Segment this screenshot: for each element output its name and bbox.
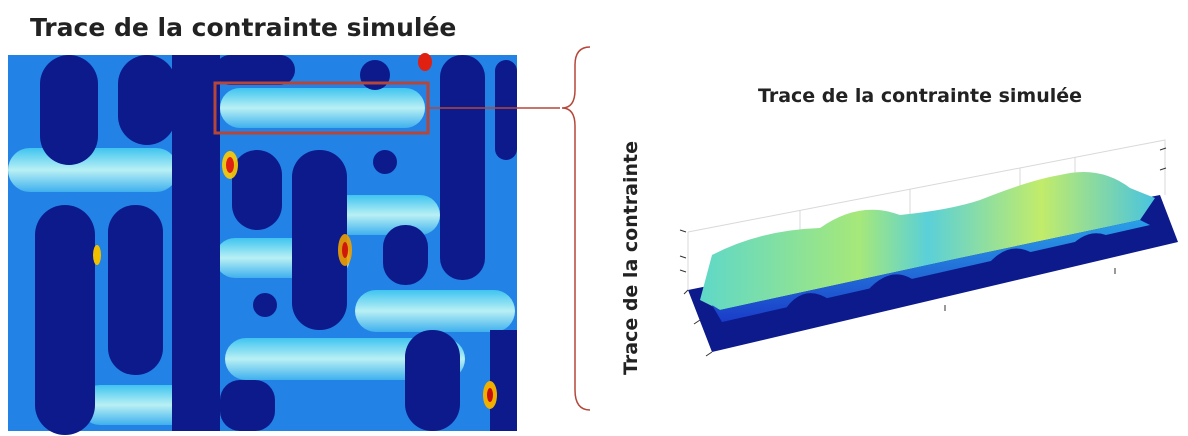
surface-plot [680, 140, 1178, 356]
z-axis-label: Trace de la contrainte [620, 141, 642, 375]
figure: Trace de la contrainte simulée [0, 0, 1188, 436]
left-title: Trace de la contrainte simulée [30, 13, 456, 42]
heatmap [8, 53, 517, 435]
right-title: Trace de la contrainte simulée [758, 85, 1082, 107]
